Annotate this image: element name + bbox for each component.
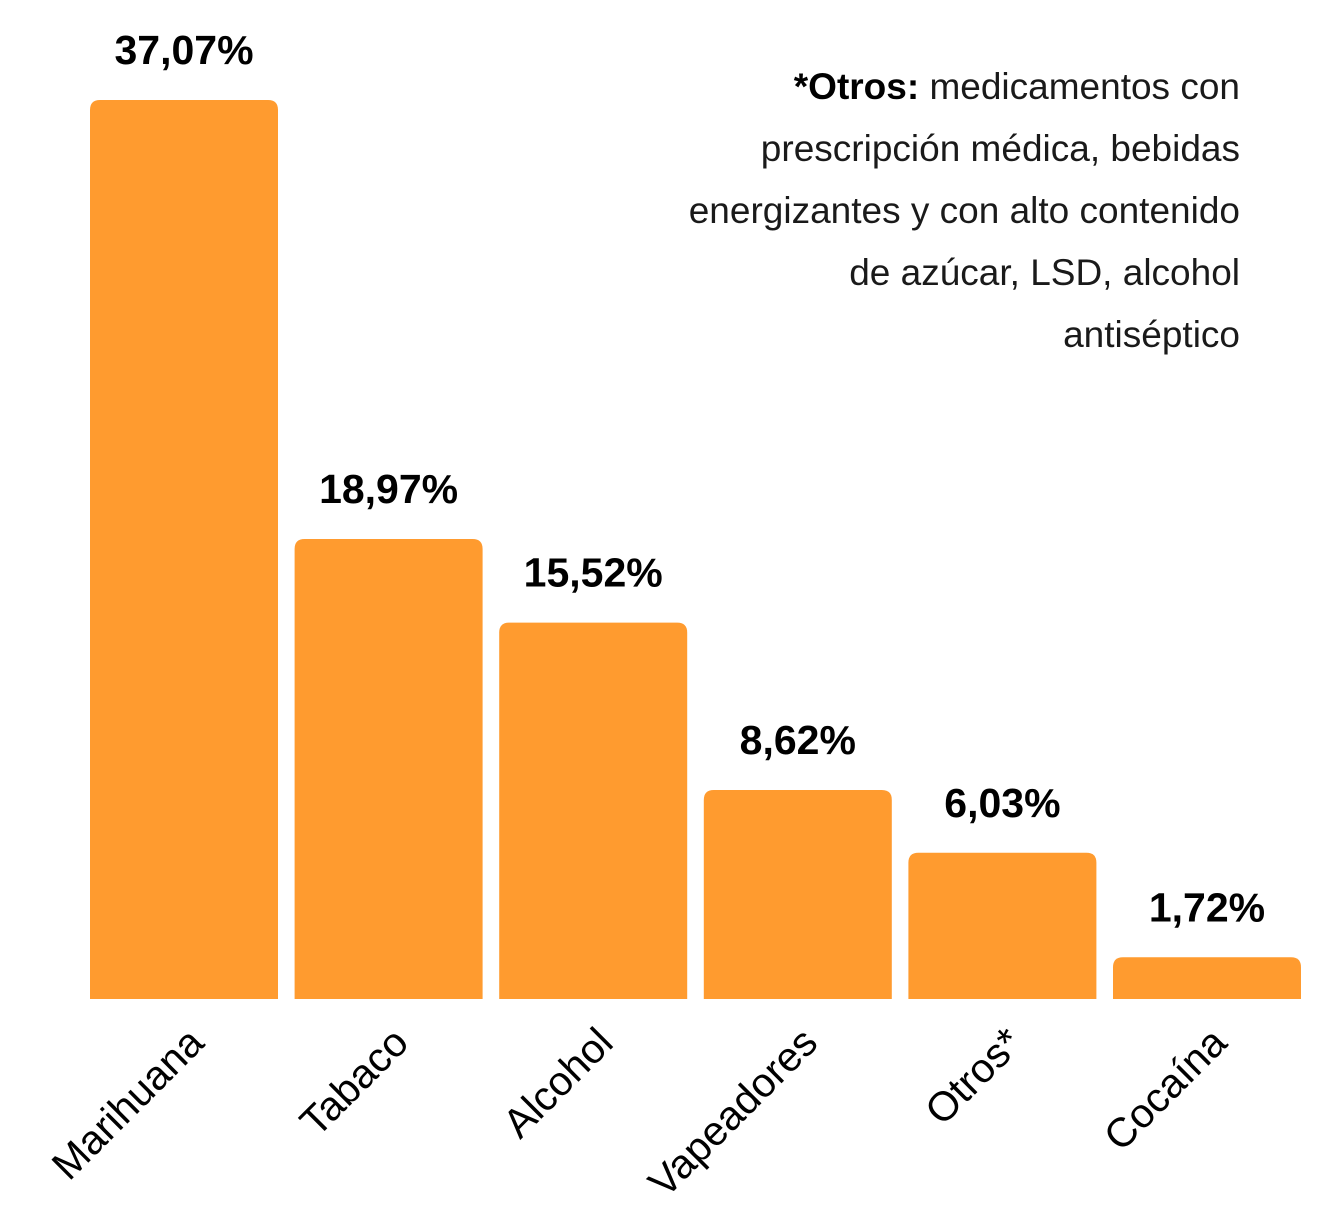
value-label-alcohol: 15,52%: [524, 550, 663, 596]
footnote-text: medicamentos con prescripción médica, be…: [688, 66, 1240, 355]
category-label-alcohol: Alcohol: [494, 1019, 622, 1147]
value-label-vapeadores: 8,62%: [740, 717, 856, 763]
footnote-label: *Otros:: [793, 66, 920, 107]
footnote-otros: *Otros: medicamentos con prescripción mé…: [680, 56, 1240, 366]
category-labels-group: Marihuana Tabaco Alcohol Vapeadores Otros* Co…: [43, 1019, 1236, 1206]
bar-tabaco: [294, 538, 483, 999]
category-label-cocaina: Cocaína: [1095, 1019, 1236, 1160]
value-label-cocaina: 1,72%: [1149, 884, 1265, 930]
category-label-otros: Otros*: [916, 1019, 1031, 1134]
bar-alcohol: [499, 622, 688, 999]
bar-vapeadores: [703, 789, 892, 999]
value-label-tabaco: 18,97%: [319, 466, 458, 512]
category-label-marihuana: Marihuana: [43, 1019, 213, 1189]
value-label-otros: 6,03%: [944, 780, 1060, 826]
bar-cocaina: [1113, 957, 1301, 999]
bar-marihuana: [90, 100, 278, 999]
category-label-vapeadores: Vapeadores: [639, 1019, 826, 1206]
value-labels-group: 37,07% 18,97% 15,52% 8,62% 6,03% 1,72%: [114, 27, 1265, 930]
value-label-marihuana: 37,07%: [114, 27, 253, 73]
bars-group: [90, 100, 1301, 999]
bar-otros: [908, 852, 1097, 999]
category-label-tabaco: Tabaco: [291, 1019, 417, 1145]
